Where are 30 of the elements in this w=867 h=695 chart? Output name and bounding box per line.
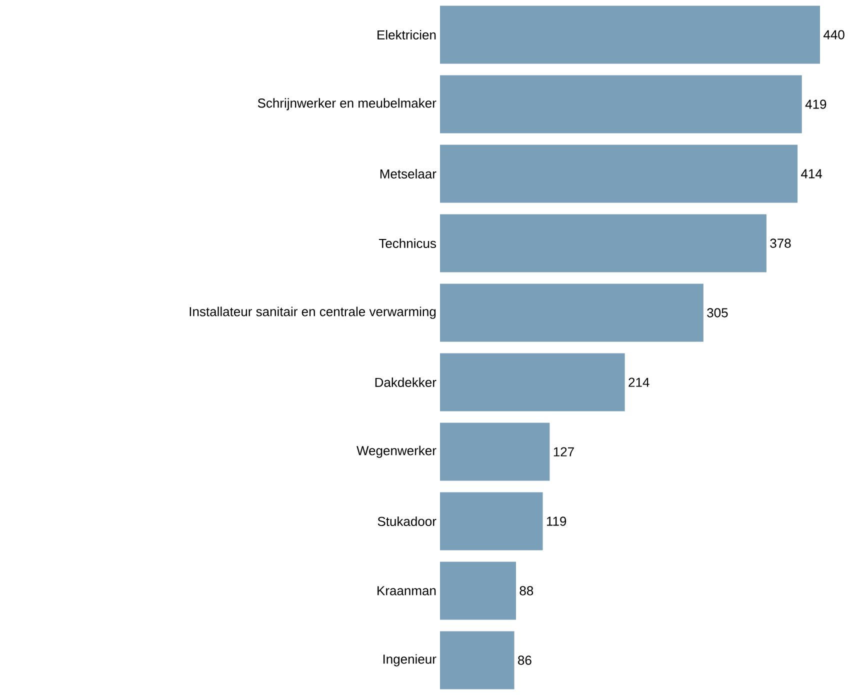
y-tick-label: Wegenwerker <box>356 446 436 458</box>
data-label: 414 <box>801 169 822 178</box>
bar <box>440 214 766 272</box>
data-label: 305 <box>707 308 728 318</box>
y-tick-label: Elektricien <box>378 30 436 40</box>
data-label: 378 <box>770 238 791 248</box>
y-tick-label: Dakdekker <box>375 377 436 388</box>
bar <box>440 631 514 690</box>
bar <box>440 562 516 620</box>
y-tick-label: Technicus <box>378 238 436 248</box>
y-tick-label: Stukadoor <box>378 516 436 526</box>
bar <box>440 492 543 550</box>
data-label: 214 <box>628 378 650 387</box>
bar <box>440 422 550 481</box>
bar <box>440 6 820 64</box>
y-tick-label: Installateur sanitair en centrale verwarming <box>190 306 436 319</box>
data-label: 127 <box>554 447 574 456</box>
y-tick-label: Ingenieur <box>383 654 436 666</box>
data-label: 119 <box>546 516 566 526</box>
data-label: 440 <box>824 30 844 40</box>
data-label: 88 <box>520 586 534 596</box>
bar <box>440 353 625 412</box>
bar <box>440 144 798 203</box>
y-tick-label: Kraanman <box>378 586 436 596</box>
bar <box>440 284 704 342</box>
y-tick-label: Metselaar <box>380 168 436 179</box>
y-tick-label: Schrijnwerker en meubelmaker <box>258 98 436 110</box>
data-label: 86 <box>518 656 532 665</box>
data-label: 419 <box>805 100 826 109</box>
bar <box>440 75 802 134</box>
